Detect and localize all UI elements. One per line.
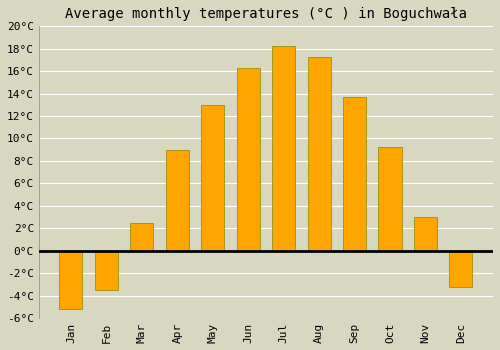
Bar [236,68,260,251]
Bar [308,57,330,251]
Bar [343,97,366,251]
Bar [166,150,189,251]
Bar [95,251,118,290]
Bar [272,47,295,251]
Title: Average monthly temperatures (°C ) in Boguchwała: Average monthly temperatures (°C ) in Bo… [65,7,467,21]
Bar [450,251,472,287]
Bar [60,251,82,309]
Bar [378,147,402,251]
Bar [201,105,224,251]
Bar [414,217,437,251]
Bar [130,223,154,251]
